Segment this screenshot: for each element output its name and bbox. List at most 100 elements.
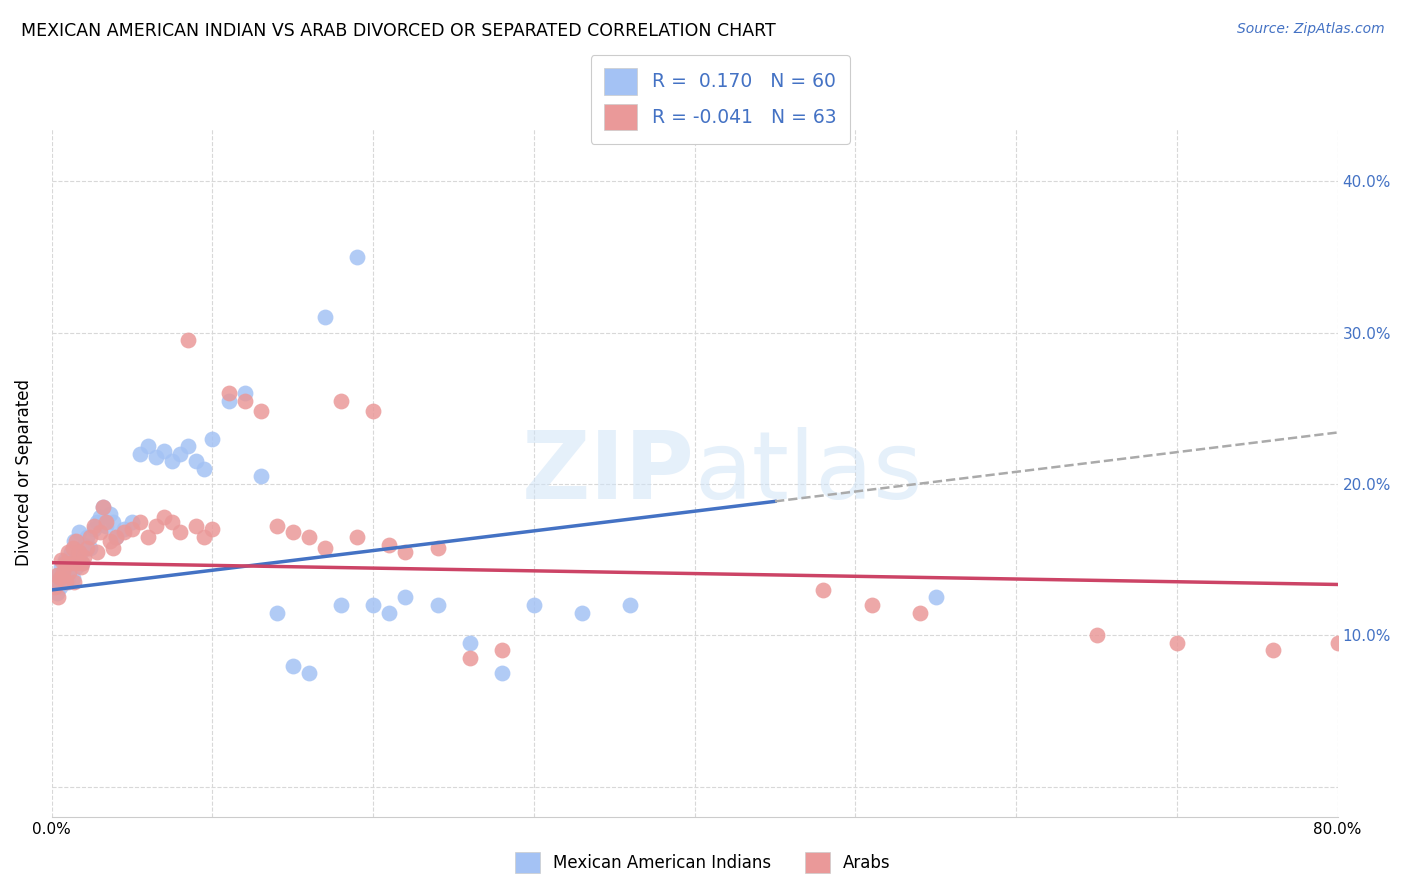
Legend: Mexican American Indians, Arabs: Mexican American Indians, Arabs	[509, 846, 897, 880]
Point	[46, 591, 69, 605]
Point	[98, 534, 121, 549]
Text: Source: ZipAtlas.com: Source: ZipAtlas.com	[1237, 22, 1385, 37]
Point	[45, 567, 67, 582]
Point	[186, 519, 208, 533]
Point	[129, 515, 152, 529]
Point	[45, 586, 67, 600]
Point	[89, 525, 111, 540]
Point	[52, 571, 75, 585]
Point	[52, 565, 75, 579]
Point	[63, 534, 86, 549]
Point	[394, 591, 416, 605]
Point	[62, 571, 84, 585]
Point	[281, 525, 304, 540]
Point	[346, 250, 368, 264]
Point	[330, 598, 353, 612]
Point	[66, 549, 89, 564]
Point	[83, 519, 105, 533]
Point	[73, 549, 96, 564]
Point	[1166, 636, 1188, 650]
Point	[105, 530, 128, 544]
Point	[281, 658, 304, 673]
Point	[491, 643, 513, 657]
Point	[58, 565, 80, 579]
Point	[79, 530, 101, 544]
Point	[145, 450, 167, 464]
Point	[121, 522, 143, 536]
Point	[67, 545, 90, 559]
Point	[266, 606, 288, 620]
Point	[218, 386, 240, 401]
Point	[91, 500, 114, 514]
Point	[83, 522, 105, 536]
Point	[298, 530, 321, 544]
Point	[53, 556, 76, 570]
Point	[1263, 643, 1285, 657]
Point	[53, 552, 76, 566]
Point	[69, 560, 91, 574]
Point	[193, 530, 215, 544]
Point	[55, 565, 77, 579]
Point	[860, 598, 883, 612]
Point	[201, 522, 224, 536]
Point	[86, 515, 108, 529]
Point	[193, 462, 215, 476]
Point	[65, 534, 87, 549]
Point	[619, 598, 641, 612]
Point	[60, 545, 83, 559]
Point	[46, 567, 69, 582]
Point	[98, 507, 121, 521]
Point	[314, 310, 336, 325]
Point	[51, 552, 73, 566]
Point	[56, 545, 79, 559]
Point	[73, 537, 96, 551]
Point	[378, 537, 401, 551]
Point	[49, 580, 72, 594]
Point	[63, 575, 86, 590]
Text: ZIP: ZIP	[522, 426, 695, 518]
Point	[101, 541, 124, 555]
Point	[55, 575, 77, 590]
Point	[86, 545, 108, 559]
Point	[361, 598, 384, 612]
Point	[330, 393, 353, 408]
Point	[346, 530, 368, 544]
Point	[66, 556, 89, 570]
Point	[162, 515, 184, 529]
Point	[1326, 636, 1348, 650]
Point	[44, 575, 66, 590]
Point	[249, 404, 271, 418]
Y-axis label: Divorced or Separated: Divorced or Separated	[15, 379, 32, 566]
Point	[96, 519, 118, 533]
Point	[91, 500, 114, 514]
Point	[426, 541, 449, 555]
Point	[177, 439, 200, 453]
Point	[169, 447, 191, 461]
Point	[105, 530, 128, 544]
Point	[79, 541, 101, 555]
Point	[96, 515, 118, 529]
Point	[314, 541, 336, 555]
Point	[136, 530, 159, 544]
Point	[69, 545, 91, 559]
Point	[298, 666, 321, 681]
Point	[426, 598, 449, 612]
Text: MEXICAN AMERICAN INDIAN VS ARAB DIVORCED OR SEPARATED CORRELATION CHART: MEXICAN AMERICAN INDIAN VS ARAB DIVORCED…	[21, 22, 776, 40]
Point	[378, 606, 401, 620]
Text: atlas: atlas	[695, 426, 922, 518]
Point	[266, 519, 288, 533]
Point	[571, 606, 593, 620]
Point	[145, 519, 167, 533]
Point	[76, 530, 98, 544]
Point	[58, 556, 80, 570]
Point	[177, 333, 200, 347]
Point	[169, 525, 191, 540]
Point	[51, 560, 73, 574]
Point	[925, 591, 948, 605]
Point	[89, 510, 111, 524]
Point	[56, 575, 79, 590]
Point	[153, 443, 176, 458]
Point	[218, 393, 240, 408]
Point	[44, 580, 66, 594]
Point	[49, 571, 72, 585]
